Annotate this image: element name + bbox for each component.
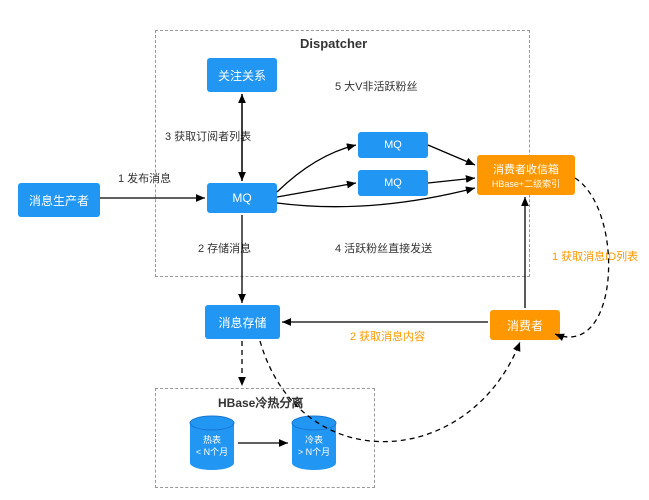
edge-7-label: 2 获取消息内容 [350,328,425,344]
producer-label: 消息生产者 [29,192,89,209]
consumer-node: 消费者 [490,310,560,340]
edge-2-label: 2 存储消息 [198,240,251,256]
mq-center-node: MQ [207,183,277,213]
follow-node: 关注关系 [207,58,277,92]
storage-node: 消息存储 [205,305,280,339]
hbase-title: HBase冷热分离 [218,394,303,411]
mq-bottom-label: MQ [384,177,402,189]
storage-label: 消息存储 [218,314,266,331]
edge-6-label: 1 获取消息ID列表 [552,248,638,264]
mq-top-label: MQ [384,139,402,151]
mq-bottom-node: MQ [358,170,428,196]
inbox-label: 消费者收信箱 [493,161,559,177]
edge-5-label: 5 大V非活跃粉丝 [335,78,418,94]
edge-1-label: 1 发布消息 [118,170,171,186]
producer-node: 消息生产者 [18,183,100,217]
hot-label-1: 热表 [196,435,228,447]
hot-cylinder: 热表 < N个月 [188,415,236,471]
cold-label-2: > N个月 [298,447,330,459]
consumer-label: 消费者 [507,317,543,334]
hot-label-2: < N个月 [196,447,228,459]
cold-cylinder: 冷表 > N个月 [290,415,338,471]
inbox-node: 消费者收信箱 HBase+二级索引 [477,155,575,195]
cold-label-1: 冷表 [298,435,330,447]
follow-label: 关注关系 [218,67,266,84]
mq-top-node: MQ [358,132,428,158]
mq-center-label: MQ [232,191,251,205]
dispatcher-title: Dispatcher [300,36,367,51]
inbox-sub: HBase+二级索引 [492,177,560,190]
edge-3-label: 3 获取订阅者列表 [165,128,251,144]
edge-4-label: 4 活跃粉丝直接发送 [335,240,432,256]
